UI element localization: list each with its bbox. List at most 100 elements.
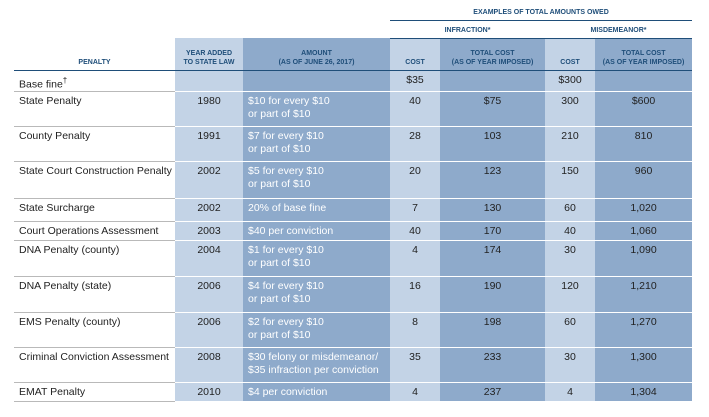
- cell: [440, 70, 546, 92]
- text-line: 810: [634, 130, 653, 142]
- cell: $7 for every $10 or part of $10: [243, 126, 391, 162]
- cell: $35: [390, 70, 441, 92]
- cell: 810: [595, 126, 693, 162]
- text-line: 237: [483, 386, 502, 398]
- cell: 960: [595, 161, 693, 199]
- cell: $4 per conviction: [243, 382, 391, 402]
- text-line: 2002: [197, 202, 221, 214]
- header-row: INFRACTION* MISDEMEANOR*: [14, 20, 693, 39]
- cell: 120: [545, 276, 596, 313]
- text-line: 960: [634, 165, 653, 177]
- text-line: 1,210: [630, 280, 657, 292]
- cell: 237: [440, 382, 546, 402]
- column-header: TOTAL COST (AS OF YEAR IMPOSED): [440, 38, 546, 71]
- text-line: 170: [483, 225, 502, 237]
- cell: $2 for every $10 or part of $10: [243, 312, 391, 348]
- cell: 190: [440, 276, 546, 313]
- text-line: 210: [561, 130, 579, 142]
- text-line: $4 per conviction: [248, 386, 328, 398]
- cell: 2006: [175, 276, 243, 313]
- text-line: 20: [409, 165, 421, 177]
- cell: 20: [390, 161, 441, 199]
- column-header: YEAR ADDED TO STATE LAW: [175, 38, 243, 71]
- text-line: MISDEMEANOR*: [590, 26, 647, 34]
- cell: 20% of base fine: [243, 198, 391, 222]
- penalty-name: Base fine: [19, 78, 63, 90]
- cell: 7: [390, 198, 441, 222]
- column-header: TOTAL COST (AS OF YEAR IMPOSED): [595, 38, 693, 71]
- text-line: 2004: [197, 244, 221, 256]
- text-line: 150: [561, 165, 579, 177]
- text-line: 30: [564, 351, 576, 363]
- penalty-name: EMAT Penalty: [19, 386, 86, 398]
- penalty-name: State Penalty: [19, 95, 82, 107]
- text-line: 1980: [197, 95, 221, 107]
- text-line: 1,060: [630, 225, 657, 237]
- cell: [243, 70, 391, 92]
- cell: Criminal Conviction Assessment: [14, 347, 175, 383]
- cell: 198: [440, 312, 546, 348]
- text-line: 4: [412, 244, 418, 256]
- cell: $30 felony or misdemeanor/$35 infraction…: [243, 347, 391, 383]
- text-line: COST: [405, 58, 425, 66]
- text-line: 4: [567, 386, 573, 398]
- text-line: 28: [409, 130, 421, 142]
- cell: State Surcharge: [14, 198, 175, 222]
- cell: $40 per conviction: [243, 221, 391, 241]
- table-row: Court Operations Assessment 2003 $40 per c…: [14, 221, 693, 241]
- text-line: 190: [483, 280, 502, 292]
- cell: 300: [545, 91, 596, 127]
- text-line: $40 per conviction: [248, 225, 334, 237]
- cell: $10 for every $10 or part of $10: [243, 91, 391, 127]
- text-line: 60: [564, 316, 576, 328]
- text-line: $10 for every $10: [248, 95, 330, 107]
- penalty-name: Criminal Conviction Assessment: [19, 351, 169, 363]
- text-line: 103: [483, 130, 502, 142]
- cell: State Penalty: [14, 91, 175, 127]
- cell: 1991: [175, 126, 243, 162]
- text-line: 4: [412, 386, 418, 398]
- text-line: 233: [483, 351, 502, 363]
- cell: 60: [545, 312, 596, 348]
- cell: County Penalty: [14, 126, 175, 162]
- text-line: (AS OF JUNE 26, 2017): [278, 58, 355, 66]
- cell: [175, 70, 243, 92]
- cell: 170: [440, 221, 546, 241]
- text-line: 1,304: [630, 386, 657, 398]
- penalty-name: Court Operations Assessment: [19, 225, 159, 237]
- text-line: 2006: [197, 280, 221, 292]
- penalty-name: State Surcharge: [19, 202, 95, 214]
- table-row: DNA Penalty (state) 2006 $4 for every $10 o…: [14, 276, 693, 313]
- cell: 40: [545, 221, 596, 241]
- text-line: $5 for every $10: [248, 165, 324, 177]
- cell: $4 for every $10 or part of $10: [243, 276, 391, 313]
- cell: 150: [545, 161, 596, 199]
- cell: [14, 20, 390, 38]
- footnote-mark: †: [62, 75, 68, 85]
- text-line: 40: [409, 95, 421, 107]
- penalty-name: County Penalty: [19, 130, 91, 142]
- text-line: EXAMPLES OF TOTAL AMOUNTS OWED: [473, 8, 609, 16]
- cell: 1,270: [595, 312, 693, 348]
- column-header: PENALTY: [14, 38, 175, 71]
- cell: $1 for every $10 or part of $10: [243, 240, 391, 277]
- text-line: (AS OF YEAR IMPOSED): [602, 58, 685, 66]
- text-line: TO STATE LAW: [183, 58, 235, 66]
- cell: 1,020: [595, 198, 693, 222]
- cell: 2003: [175, 221, 243, 241]
- cell: 35: [390, 347, 441, 383]
- misdemeanor-header: MISDEMEANOR*: [545, 20, 693, 39]
- cell: 2004: [175, 240, 243, 277]
- text-line: 60: [564, 202, 576, 214]
- text-line: $35 infraction per conviction: [248, 364, 379, 376]
- cell: 1980: [175, 91, 243, 127]
- cell: 2006: [175, 312, 243, 348]
- cell: Base fine†: [14, 70, 175, 92]
- penalty-name: State Court Construction Penalty: [19, 165, 172, 177]
- cell: $75: [440, 91, 546, 127]
- cell: 30: [545, 240, 596, 277]
- text-line: YEAR ADDED: [185, 49, 233, 57]
- penalty-name: EMS Penalty (county): [19, 316, 121, 328]
- table-row: Base fine† $35 $300: [14, 70, 693, 92]
- text-line: or part of $10: [248, 329, 311, 341]
